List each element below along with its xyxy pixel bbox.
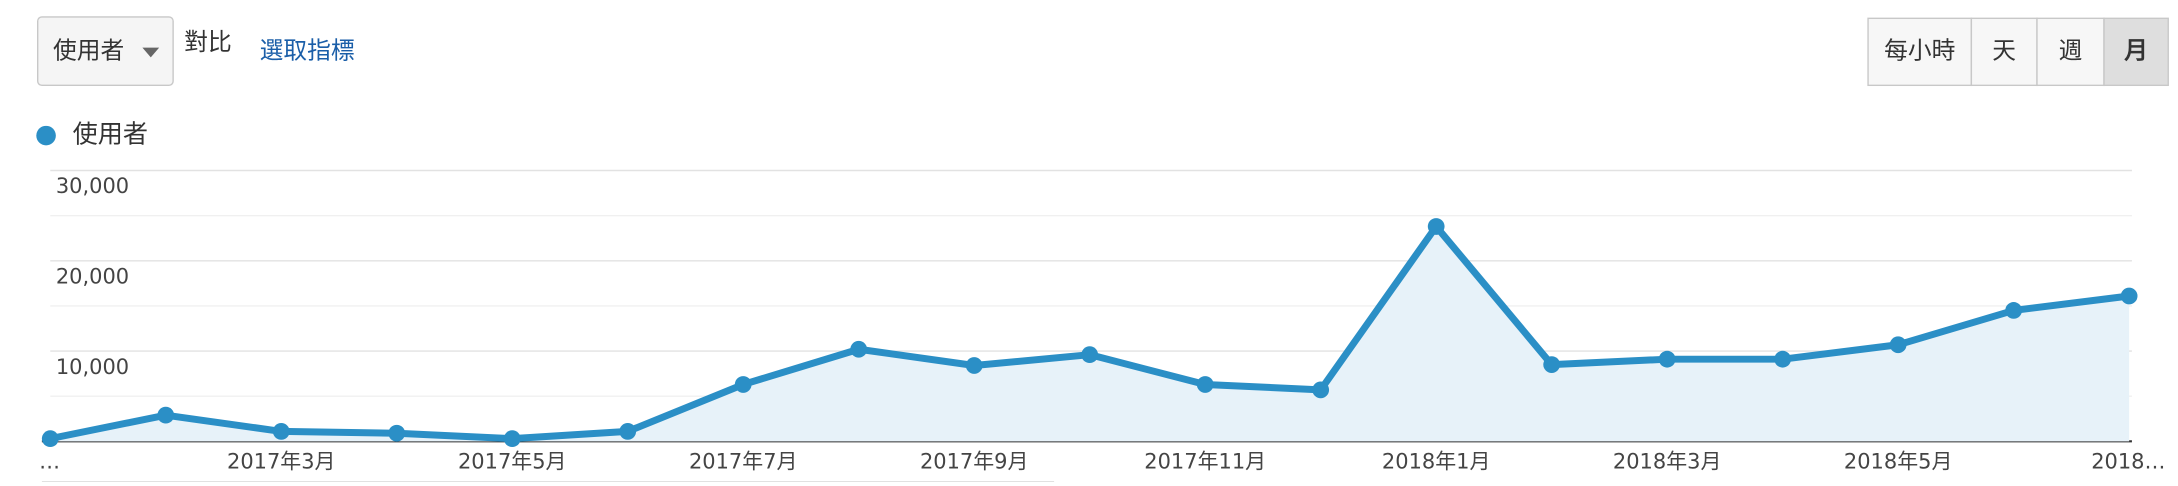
legend-label: 使用者 <box>73 120 148 149</box>
point <box>2120 287 2138 305</box>
point <box>1196 376 1214 393</box>
period-button[interactable] <box>1970 17 2038 87</box>
period-button[interactable] <box>2103 17 2169 87</box>
x-tick-label: 2018年3月 <box>1613 449 1721 473</box>
point <box>850 340 868 358</box>
y-tick-label: 10,000 <box>56 355 129 379</box>
compare-label: 對比 <box>184 28 231 56</box>
point <box>2005 302 2023 319</box>
point <box>272 423 290 440</box>
point <box>1774 350 1792 368</box>
metric-dropdown[interactable] <box>36 16 174 87</box>
plot: 10,000 20,000 30,000 … 2017年3月 2017年5月 2017年7月… <box>39 169 2165 473</box>
period-button[interactable] <box>1867 17 1973 87</box>
period-buttons: 每小時 天 週 月 <box>1867 17 2169 87</box>
dropdown-label: 使用者 <box>53 36 124 64</box>
period-button-label: 週 <box>2059 36 2083 64</box>
y-tick-label: 20,000 <box>56 265 129 289</box>
point <box>388 424 406 442</box>
point <box>157 406 175 424</box>
point <box>1889 336 1907 354</box>
x-tick-label: … <box>39 449 60 473</box>
point <box>1312 381 1330 399</box>
point <box>734 376 752 393</box>
x-tick-label: 2018年5月 <box>1844 449 1952 473</box>
x-tick-label: 2017年11月 <box>1144 449 1266 473</box>
x-tick-label: 2018年1月 <box>1382 449 1490 473</box>
period-button-label: 月 <box>2123 36 2148 64</box>
select-metric-link[interactable]: 選取指標 <box>260 36 355 64</box>
dropdown-caret <box>142 47 160 58</box>
x-tick-label: 2017年3月 <box>227 449 335 473</box>
period-button[interactable] <box>2036 17 2105 87</box>
legend-dot <box>36 125 56 146</box>
y-tick-label: 30,000 <box>56 174 129 198</box>
point <box>1543 356 1561 373</box>
x-tick-label: 2017年7月 <box>689 449 797 473</box>
x-tick-label: 2017年5月 <box>458 449 566 473</box>
point <box>1427 218 1445 235</box>
area <box>50 226 2130 442</box>
x-tick-label: 2018… <box>2091 449 2165 473</box>
period-button-label: 天 <box>1992 36 2016 64</box>
point <box>1081 346 1099 364</box>
point <box>965 357 983 374</box>
point <box>619 423 637 440</box>
x-tick-label: 2017年9月 <box>920 449 1028 473</box>
point <box>41 430 59 448</box>
point <box>503 430 521 448</box>
period-button-label: 每小時 <box>1884 36 1955 64</box>
point <box>1658 350 1676 368</box>
